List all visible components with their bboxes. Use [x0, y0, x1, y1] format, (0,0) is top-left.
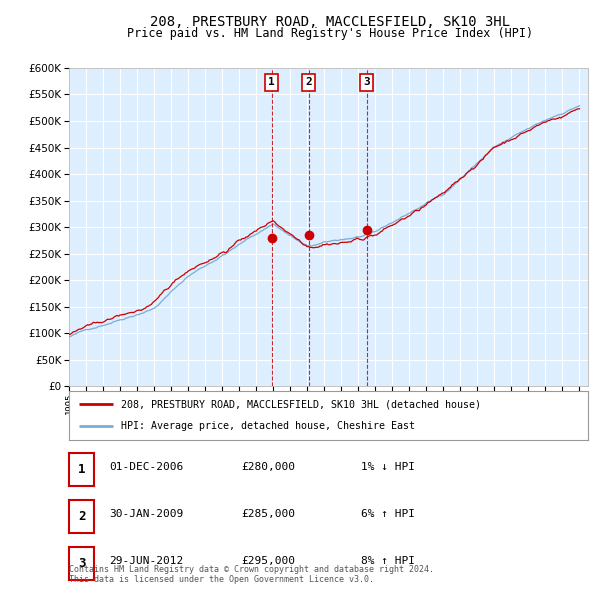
Text: 1% ↓ HPI: 1% ↓ HPI [361, 462, 415, 471]
Text: 208, PRESTBURY ROAD, MACCLESFIELD, SK10 3HL: 208, PRESTBURY ROAD, MACCLESFIELD, SK10 … [150, 15, 510, 29]
Text: 29-JUN-2012: 29-JUN-2012 [109, 556, 184, 566]
Text: 6% ↑ HPI: 6% ↑ HPI [361, 509, 415, 519]
Text: 30-JAN-2009: 30-JAN-2009 [109, 509, 184, 519]
Text: £285,000: £285,000 [241, 509, 295, 519]
Text: HPI: Average price, detached house, Cheshire East: HPI: Average price, detached house, Ches… [121, 421, 415, 431]
Text: Contains HM Land Registry data © Crown copyright and database right 2024.
This d: Contains HM Land Registry data © Crown c… [69, 565, 434, 584]
Text: 1: 1 [268, 77, 275, 87]
Text: 2: 2 [78, 510, 85, 523]
Text: 8% ↑ HPI: 8% ↑ HPI [361, 556, 415, 566]
Text: 3: 3 [78, 557, 85, 570]
Text: 2: 2 [305, 77, 312, 87]
Text: 1: 1 [78, 463, 85, 476]
Text: 3: 3 [363, 77, 370, 87]
Text: £280,000: £280,000 [241, 462, 295, 471]
Text: Price paid vs. HM Land Registry's House Price Index (HPI): Price paid vs. HM Land Registry's House … [127, 27, 533, 40]
Text: 208, PRESTBURY ROAD, MACCLESFIELD, SK10 3HL (detached house): 208, PRESTBURY ROAD, MACCLESFIELD, SK10 … [121, 399, 481, 409]
Text: 01-DEC-2006: 01-DEC-2006 [109, 462, 184, 471]
Text: £295,000: £295,000 [241, 556, 295, 566]
